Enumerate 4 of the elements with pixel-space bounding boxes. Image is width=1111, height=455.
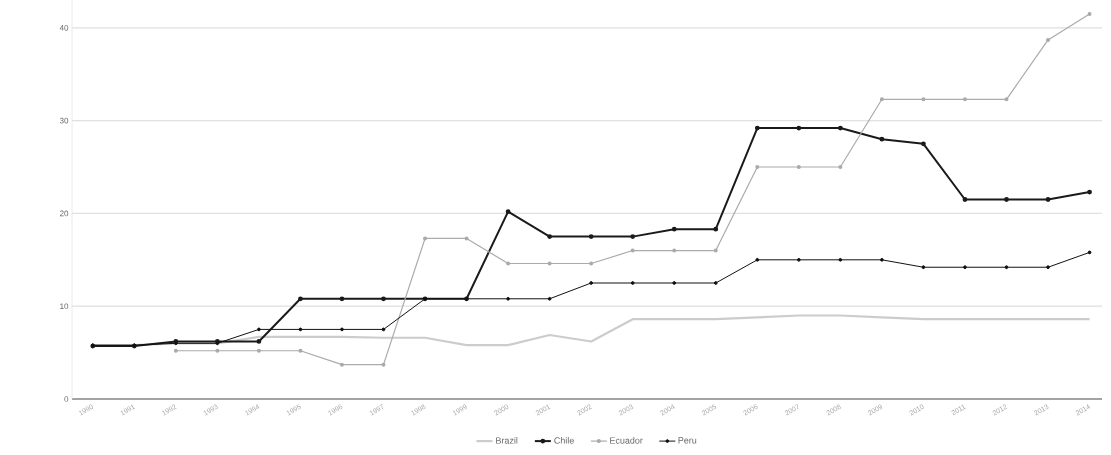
legend-label: Brazil [496, 437, 518, 444]
legend-label: Chile [554, 437, 574, 444]
legend-label: Ecuador [610, 437, 643, 444]
legend-label: Peru [678, 437, 697, 444]
